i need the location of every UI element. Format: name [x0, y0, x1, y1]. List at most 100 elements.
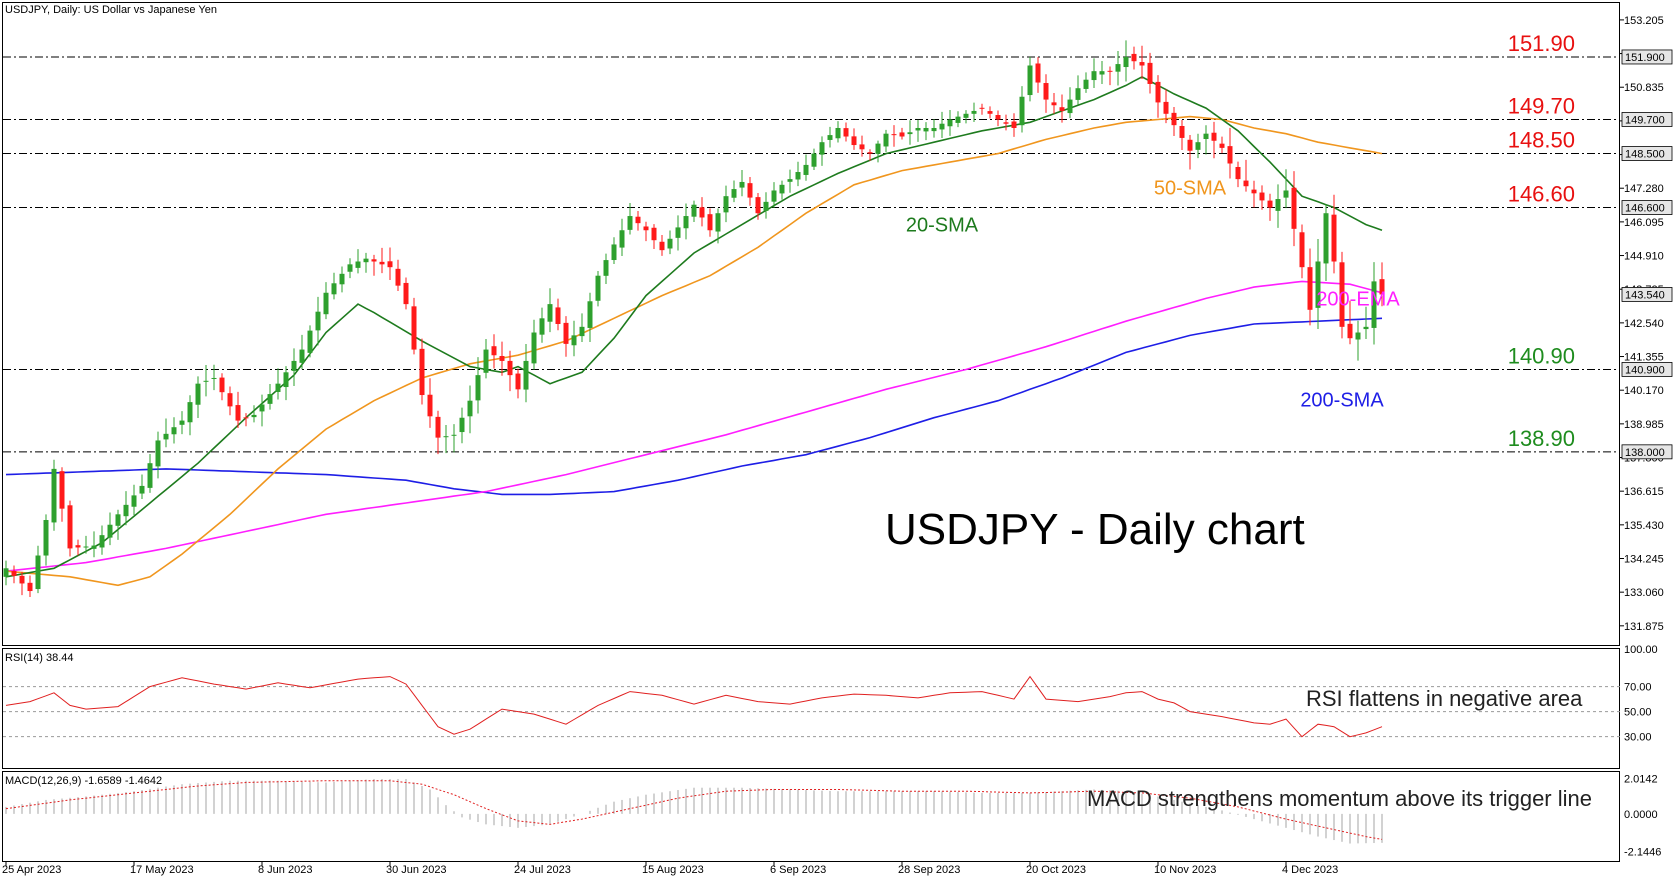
candle-body	[1003, 122, 1009, 124]
series-label: 20-SMA	[906, 215, 979, 237]
candle-body	[275, 383, 281, 392]
candle-body	[1163, 101, 1169, 114]
candle-body	[163, 433, 169, 440]
candle-body	[467, 400, 473, 417]
y-tick-label: 140.170	[1624, 385, 1664, 397]
candle-body	[1131, 53, 1137, 62]
macd-tick-label: 0.0000	[1624, 809, 1658, 821]
candle-body	[739, 181, 745, 188]
rsi-pane-label: RSI(14) 38.44	[5, 652, 74, 664]
y-tick-label: 134.245	[1624, 554, 1664, 566]
candle-body	[907, 132, 913, 135]
candle-body	[691, 204, 697, 217]
candle-body	[931, 127, 937, 132]
price-tag-label: 146.600	[1625, 203, 1665, 215]
candle-body	[555, 307, 561, 324]
candle-body	[1115, 64, 1121, 72]
candle-body	[883, 133, 889, 147]
level-label: 149.70	[1508, 93, 1575, 118]
candle-body	[1123, 56, 1129, 68]
x-tick-label: 24 Jul 2023	[514, 864, 571, 876]
candle-body	[315, 311, 321, 331]
price-tag-label: 148.500	[1625, 149, 1665, 161]
x-tick-label: 20 Oct 2023	[1026, 864, 1086, 876]
candle-body	[363, 258, 369, 263]
macd-tick-label: 2.0142	[1624, 774, 1658, 786]
x-tick-label: 28 Sep 2023	[898, 864, 960, 876]
series-label: 50-SMA	[1154, 178, 1227, 200]
candle-body	[723, 196, 729, 213]
rsi-tick-label: 30.00	[1624, 732, 1652, 744]
candle-body	[547, 304, 553, 322]
x-tick-label: 30 Jun 2023	[386, 864, 447, 876]
candle-body	[947, 119, 953, 127]
candle-body	[859, 144, 865, 150]
candle-body	[19, 575, 25, 584]
candle-body	[667, 238, 673, 249]
candle-body	[707, 214, 713, 231]
candle-body	[795, 172, 801, 180]
y-tick-label: 138.985	[1624, 419, 1664, 431]
candle-body	[203, 380, 209, 382]
candle-body	[371, 259, 377, 262]
candle-body	[83, 546, 89, 548]
candle-body	[1171, 112, 1177, 126]
candle-body	[1299, 232, 1305, 268]
candle-body	[51, 468, 57, 523]
y-tick-label: 147.280	[1624, 183, 1664, 195]
candle-body	[243, 417, 249, 419]
candle-body	[587, 301, 593, 328]
level-label: 148.50	[1508, 128, 1575, 153]
candle-body	[403, 282, 409, 305]
y-tick-label: 142.540	[1624, 318, 1664, 330]
candle-body	[1219, 143, 1225, 148]
candle-body	[1179, 126, 1185, 138]
chart-overlay-title: USDJPY - Daily chart	[885, 505, 1305, 554]
candle-body	[1259, 192, 1265, 201]
macd-tick-label: -2.1446	[1624, 846, 1661, 858]
candle-body	[259, 404, 265, 412]
rsi-note: RSI flattens in negative area	[1306, 686, 1583, 711]
candle-body	[251, 414, 257, 418]
x-tick-label: 8 Jun 2023	[258, 864, 312, 876]
candle-body	[955, 116, 961, 123]
y-tick-label: 150.835	[1624, 82, 1664, 94]
candle-body	[1035, 63, 1041, 83]
x-tick-label: 4 Dec 2023	[1282, 864, 1338, 876]
candle-body	[763, 201, 769, 211]
rsi-pane-frame	[2, 648, 1620, 769]
candle-body	[619, 230, 625, 248]
candle-body	[435, 416, 441, 438]
candle-body	[731, 189, 737, 198]
x-tick-label: 6 Sep 2023	[770, 864, 826, 876]
ema200-line	[5, 280, 1383, 572]
candle-body	[3, 568, 9, 577]
candle-body	[819, 142, 825, 155]
candle-body	[1083, 79, 1089, 89]
candle-body	[995, 115, 1001, 120]
y-tick-label: 153.205	[1624, 15, 1664, 27]
candle-body	[771, 190, 777, 202]
candle-body	[1235, 166, 1241, 180]
candle-body	[123, 504, 129, 517]
candle-body	[291, 360, 297, 371]
macd-note: MACD strengthens momentum above its trig…	[1087, 786, 1592, 811]
candle-body	[299, 349, 305, 363]
candle-body	[227, 393, 233, 407]
candle-body	[419, 348, 425, 396]
price-tag-label: 151.900	[1625, 52, 1665, 64]
candle-body	[115, 514, 121, 526]
price-tag	[1621, 444, 1673, 460]
x-tick-label: 15 Aug 2023	[642, 864, 704, 876]
candle-body	[179, 420, 185, 425]
level-label: 140.90	[1508, 343, 1575, 368]
candle-body	[107, 524, 113, 538]
candle-body	[563, 322, 569, 344]
y-tick-label: 131.875	[1624, 621, 1664, 633]
macd-pane-frame	[2, 771, 1620, 862]
price-tag	[1621, 146, 1673, 161]
series-label: 200-SMA	[1300, 389, 1384, 411]
price-tag	[1621, 362, 1673, 377]
candle-body	[347, 264, 353, 272]
candle-body	[827, 135, 833, 140]
